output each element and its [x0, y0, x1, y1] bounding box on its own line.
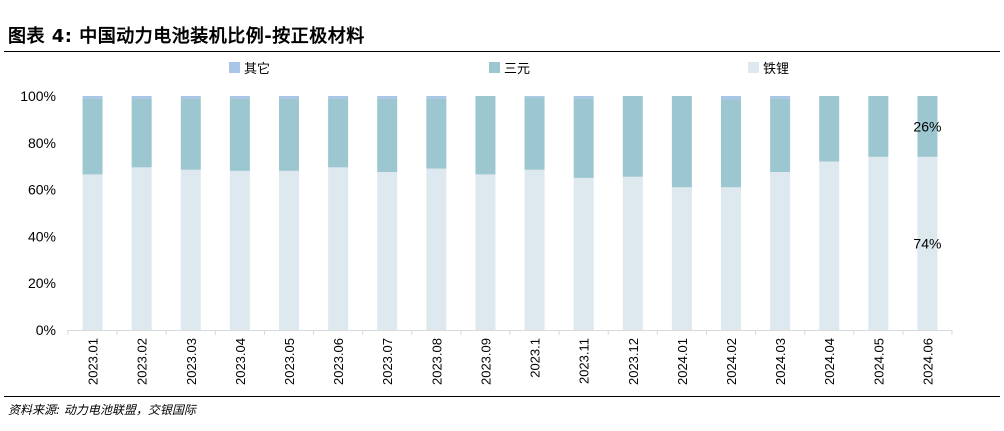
bar-other — [82, 96, 103, 99]
bar-lfp — [622, 176, 643, 330]
x-tick-label: 2023.12 — [626, 338, 641, 385]
x-tick-label: 2024.01 — [675, 338, 690, 385]
bar-other — [377, 96, 398, 99]
bar-ternary — [622, 96, 643, 177]
bar-ternary — [131, 98, 152, 168]
bar-ternary — [524, 97, 545, 170]
bar-ternary — [426, 98, 447, 169]
bar-ternary — [917, 96, 938, 157]
x-tick-label: 2024.04 — [822, 338, 837, 385]
bar-ternary — [671, 96, 692, 188]
bar-other — [770, 96, 791, 99]
bar-ternary — [377, 98, 398, 173]
bar-ternary — [180, 98, 201, 170]
bar-lfp — [328, 167, 349, 330]
bar-lfp — [279, 170, 299, 330]
x-tick-label: 2023.1 — [528, 338, 543, 378]
bar-ternary — [573, 98, 594, 178]
data-label: 74% — [913, 235, 941, 251]
x-tick-label: 2023.05 — [282, 338, 297, 385]
bar-lfp — [180, 169, 201, 330]
bar-other — [426, 96, 447, 99]
title-divider — [4, 51, 1000, 52]
bar-other — [279, 96, 299, 99]
legend-item-lfp: 铁锂 — [748, 58, 789, 77]
bar-other — [524, 96, 545, 98]
bar-ternary — [328, 98, 349, 168]
y-tick-label: 20% — [28, 275, 56, 291]
bar-lfp — [426, 168, 447, 330]
bar-lfp — [131, 167, 152, 330]
legend-item-ternary: 三元 — [489, 58, 530, 77]
x-tick-label: 2023.07 — [380, 338, 395, 385]
bar-ternary — [229, 98, 250, 171]
bar-ternary — [279, 98, 299, 171]
bar-ternary — [721, 99, 741, 188]
y-tick-label: 0% — [36, 322, 56, 338]
y-tick-label: 80% — [28, 135, 56, 151]
legend-item-other: 其它 — [229, 58, 270, 77]
bar-other — [573, 96, 594, 99]
footer-divider — [4, 396, 1000, 397]
x-tick-label: 2023.08 — [429, 338, 444, 385]
data-label: 26% — [913, 118, 941, 134]
bar-other — [229, 96, 250, 99]
x-tick-label: 2023.11 — [577, 338, 592, 384]
x-tick-label: 2023.02 — [135, 338, 150, 385]
x-tick-label: 2024.02 — [724, 338, 739, 385]
x-tick-label: 2024.03 — [773, 338, 788, 385]
x-tick-label: 2024.05 — [871, 338, 886, 385]
bar-other — [180, 96, 201, 99]
x-tick-label: 2023.09 — [478, 338, 493, 385]
x-tick-label: 2023.03 — [184, 338, 199, 385]
bar-lfp — [573, 177, 594, 330]
bar-lfp — [377, 172, 398, 330]
bar-ternary — [819, 96, 840, 162]
bar-lfp — [868, 156, 889, 330]
x-tick-label: 2023.01 — [86, 338, 101, 385]
bar-lfp — [721, 187, 741, 330]
stacked-bar-chart: 0% 20% 40% 60% 80% 100% 2023.01 2023.02 2023.03 2… — [20, 88, 953, 385]
x-tick-label: 2024.06 — [920, 338, 935, 385]
legend-label-lfp: 铁锂 — [763, 62, 790, 77]
bar-other — [131, 96, 152, 99]
bar-lfp — [475, 174, 496, 330]
bar-lfp — [917, 156, 938, 330]
bar-ternary — [868, 96, 889, 157]
bar-lfp — [524, 169, 545, 330]
legend-label-ternary: 三元 — [504, 62, 531, 77]
bar-lfp — [82, 174, 103, 330]
legend-swatch-other — [229, 62, 240, 73]
bar-lfp — [671, 187, 692, 330]
bar-ternary — [770, 98, 791, 173]
chart-title: 图表 4: 中国动力电池装机比例-按正极材料 — [8, 26, 365, 47]
x-tick-label: 2023.04 — [233, 338, 248, 385]
y-tick-label: 60% — [28, 182, 56, 198]
chart-legend: 其它 三元 铁锂 — [0, 58, 1004, 77]
legend-swatch-ternary — [489, 62, 500, 73]
bar-ternary — [82, 98, 103, 175]
source-note: 资料来源: 动力电池联盟，交银国际 — [8, 403, 196, 417]
y-tick-label: 40% — [28, 228, 56, 244]
bar-other — [721, 96, 741, 100]
legend-swatch-lfp — [748, 62, 759, 73]
bar-other — [328, 96, 349, 99]
x-tick-label: 2023.06 — [331, 338, 346, 385]
bar-ternary — [475, 96, 496, 175]
bar-lfp — [770, 172, 791, 330]
legend-label-other: 其它 — [244, 62, 271, 77]
y-tick-label: 100% — [20, 88, 56, 104]
bar-lfp — [819, 161, 840, 330]
bar-lfp — [229, 170, 250, 330]
